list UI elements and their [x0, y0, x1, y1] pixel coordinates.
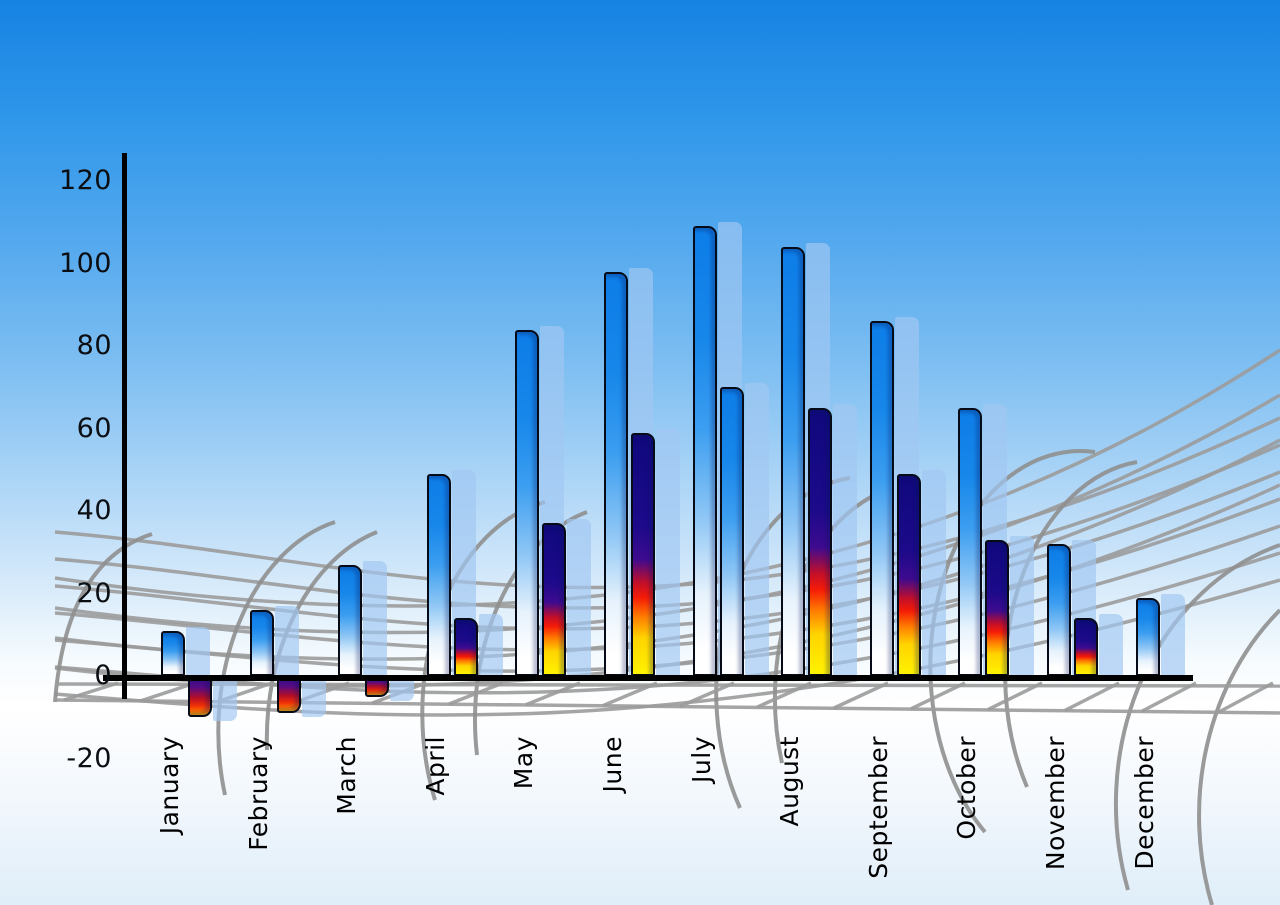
bar-april-series2	[453, 618, 478, 676]
bar-march-series1	[338, 564, 363, 676]
grid-line	[1197, 608, 1280, 905]
month-label-january: January	[155, 736, 184, 835]
x-axis	[103, 675, 1193, 681]
grid-line	[53, 532, 153, 703]
grid-line	[1218, 681, 1274, 714]
shadow-december-series1	[1160, 593, 1185, 676]
y-tick-label: 120	[58, 165, 112, 196]
y-tick-label: -20	[66, 742, 112, 774]
month-label-december: December	[1129, 736, 1159, 870]
shadow-may-series2	[567, 519, 592, 676]
month-label-june: June	[598, 736, 627, 793]
y-tick-label: 80	[76, 330, 112, 361]
grid-line	[63, 681, 119, 702]
month-label-april: April	[420, 736, 450, 796]
bar-july-series2	[719, 387, 744, 676]
bar-january-series2	[188, 675, 212, 718]
grid-line	[216, 520, 336, 796]
y-tick-label: 40	[76, 495, 112, 526]
bar-june-series1	[604, 271, 628, 676]
bar-june-series2	[631, 432, 655, 676]
month-label-may: May	[509, 736, 539, 790]
grid-line	[448, 681, 504, 706]
shadow-february-series2	[301, 680, 326, 718]
bar-april-series1	[426, 473, 451, 676]
shadow-january-series1	[186, 626, 210, 676]
bar-december-series1	[1135, 597, 1160, 676]
bar-october-series2	[985, 539, 1010, 676]
grid-line	[833, 681, 889, 710]
y-tick-label: 60	[76, 412, 112, 444]
bar-august-series2	[808, 407, 833, 676]
shadow-july-series2	[744, 383, 769, 676]
y-tick-label: 20	[76, 577, 112, 609]
y-axis	[122, 153, 127, 699]
grid-line	[140, 681, 196, 703]
grid-line	[602, 681, 658, 708]
shadow-august-series2	[833, 403, 858, 676]
bar-may-series2	[542, 523, 567, 676]
bar-august-series1	[781, 247, 806, 676]
y-tick-label: 0	[94, 660, 112, 691]
shadow-april-series2	[478, 614, 503, 676]
bar-november-series1	[1047, 544, 1071, 676]
bar-september-series1	[869, 321, 894, 676]
month-label-february: February	[243, 736, 273, 851]
month-label-october: October	[952, 736, 982, 840]
month-label-march: March	[332, 736, 362, 815]
shadow-september-series2	[921, 469, 946, 676]
bar-october-series1	[958, 407, 983, 676]
shadow-february-series1	[274, 606, 299, 676]
shadow-october-series2	[1010, 535, 1035, 676]
grid-line	[1141, 681, 1197, 713]
month-label-august: August	[775, 736, 805, 827]
shadow-june-series2	[656, 428, 680, 676]
y-tick-label: 100	[58, 247, 112, 279]
month-label-july: July	[686, 736, 716, 783]
grid-line	[987, 681, 1043, 712]
grid-line	[910, 681, 966, 711]
shadow-november-series2	[1099, 614, 1123, 676]
grid-line	[756, 681, 812, 709]
month-label-september: September	[863, 736, 893, 879]
month-label-november: November	[1041, 736, 1070, 871]
bar-september-series2	[896, 473, 921, 676]
bar-may-series1	[515, 329, 540, 676]
shadow-march-series2	[390, 680, 415, 701]
grid-line	[525, 681, 581, 707]
grid-line	[679, 681, 735, 709]
shadow-january-series2	[213, 680, 237, 722]
bar-february-series1	[249, 610, 274, 676]
bar-july-series1	[692, 226, 717, 676]
shadow-march-series1	[363, 560, 388, 676]
bar-november-series2	[1074, 618, 1098, 676]
grid-line	[54, 682, 1280, 688]
grid-line	[1064, 681, 1120, 712]
bar-january-series1	[161, 630, 185, 676]
